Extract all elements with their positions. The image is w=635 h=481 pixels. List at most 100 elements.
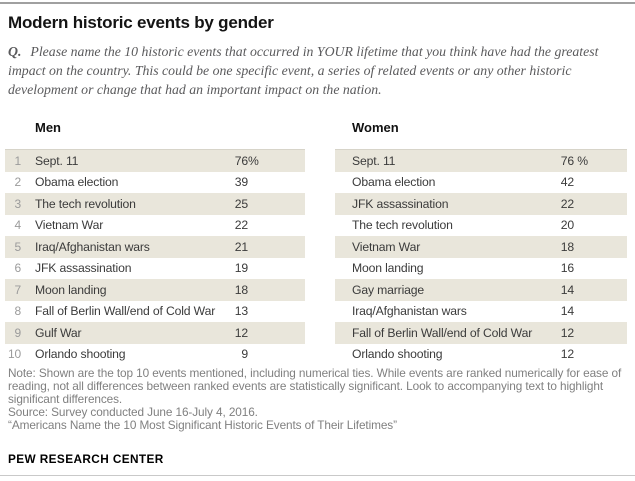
event-cell: JFK assassination: [352, 196, 449, 211]
rank-cell: 8: [14, 304, 21, 319]
event-cell: Moon landing: [35, 282, 107, 297]
value-cell: 12: [558, 347, 627, 361]
value-number: 22: [234, 218, 248, 233]
rank-cell: 10: [7, 347, 21, 362]
value-cell: 21: [232, 240, 305, 254]
percent-suffix: %: [248, 153, 259, 168]
table-row: 4 Vietnam War 22: [5, 215, 305, 237]
page-title: Modern historic events by gender: [8, 13, 274, 32]
rank-cell: 7: [14, 282, 21, 297]
rank-cell: 4: [14, 218, 21, 233]
table-row: 2 Obama election 39: [5, 172, 305, 194]
men-table: 1 Sept. 11 76% 2 Obama election 39 3 The…: [5, 149, 305, 365]
footnotes: Note: Shown are the top 10 events mentio…: [8, 367, 624, 432]
value-cell: 76%: [232, 154, 305, 168]
table-row: 10 Orlando shooting 9: [5, 344, 305, 366]
value-cell: 12: [558, 326, 627, 340]
rank-cell: 9: [14, 325, 21, 340]
citation-text: “Americans Name the 10 Most Significant …: [8, 418, 397, 432]
question-text: Q. Please name the 10 historic events tha…: [8, 42, 630, 99]
table-row: Iraq/Afghanistan wars 14: [335, 301, 627, 323]
event-cell: Vietnam War: [352, 239, 421, 254]
value-cell: 14: [558, 304, 627, 318]
event-cell: Gay marriage: [352, 282, 425, 297]
bottom-rule: [0, 475, 635, 476]
value-number: 42: [560, 175, 574, 190]
question-prefix: Q.: [8, 44, 22, 59]
value-cell: 9: [232, 347, 305, 361]
column-header-men: Men: [35, 120, 61, 135]
pew-research-center-wordmark: PEW RESEARCH CENTER: [8, 452, 164, 466]
value-cell: 14: [558, 283, 627, 297]
value-cell: 39: [232, 175, 305, 189]
table-row: JFK assassination 22: [335, 193, 627, 215]
event-cell: The tech revolution: [352, 218, 453, 233]
rank-cell: 1: [14, 153, 21, 168]
table-row: 3 The tech revolution 25: [5, 193, 305, 215]
event-cell: Iraq/Afghanistan wars: [35, 239, 150, 254]
table-row: Vietnam War 18: [335, 236, 627, 258]
table-row: Obama election 42: [335, 172, 627, 194]
value-number: 21: [234, 239, 248, 254]
table-row: Orlando shooting 12: [335, 344, 627, 366]
value-cell: 16: [558, 261, 627, 275]
table-row: 6 JFK assassination 19: [5, 258, 305, 280]
table-row: The tech revolution 20: [335, 215, 627, 237]
value-number: 76: [560, 153, 574, 168]
event-cell: Sept. 11: [352, 153, 396, 168]
value-number: 19: [234, 261, 248, 276]
value-number: 16: [560, 261, 574, 276]
value-number: 20: [560, 218, 574, 233]
value-number: 12: [234, 325, 248, 340]
value-number: 14: [560, 304, 574, 319]
value-cell: 19: [232, 261, 305, 275]
table-row: 8 Fall of Berlin Wall/end of Cold War 13: [5, 301, 305, 323]
value-cell: 12: [232, 326, 305, 340]
source-text: Source: Survey conducted June 16-July 4,…: [8, 405, 258, 419]
event-cell: Orlando shooting: [352, 347, 443, 362]
value-number: 18: [234, 282, 248, 297]
event-cell: Moon landing: [352, 261, 424, 276]
event-cell: Fall of Berlin Wall/end of Cold War: [352, 325, 533, 340]
event-cell: Gulf War: [35, 325, 82, 340]
table-row: Moon landing 16: [335, 258, 627, 280]
value-number: 18: [560, 239, 574, 254]
women-table: Sept. 11 76 % Obama election 42 JFK assa…: [335, 149, 627, 365]
rank-cell: 6: [14, 261, 21, 276]
table-row: Fall of Berlin Wall/end of Cold War 12: [335, 322, 627, 344]
value-cell: 18: [232, 283, 305, 297]
question-body: Please name the 10 historic events that …: [8, 44, 599, 97]
event-cell: Orlando shooting: [35, 347, 126, 362]
rank-cell: 5: [14, 239, 21, 254]
rank-cell: 3: [14, 196, 21, 211]
table-row: Gay marriage 14: [335, 279, 627, 301]
note-text: Note: Shown are the top 10 events mentio…: [8, 366, 622, 406]
top-rule: [0, 2, 635, 4]
value-cell: 42: [558, 175, 627, 189]
event-cell: Sept. 11: [35, 153, 79, 168]
value-number: 9: [241, 347, 248, 362]
value-cell: 13: [232, 304, 305, 318]
event-cell: Obama election: [352, 175, 436, 190]
value-cell: 25: [232, 197, 305, 211]
table-row: 9 Gulf War 12: [5, 322, 305, 344]
value-number: 25: [234, 196, 248, 211]
event-cell: Vietnam War: [35, 218, 104, 233]
value-number: 12: [560, 325, 574, 340]
table-row: 7 Moon landing 18: [5, 279, 305, 301]
value-cell: 20: [558, 218, 627, 232]
value-number: 14: [560, 282, 574, 297]
value-number: 39: [234, 175, 248, 190]
value-number: 12: [560, 347, 574, 362]
value-number: 22: [560, 196, 574, 211]
value-cell: 22: [558, 197, 627, 211]
event-cell: JFK assassination: [35, 261, 132, 276]
value-number: 13: [234, 304, 248, 319]
event-cell: Fall of Berlin Wall/end of Cold War: [35, 304, 216, 319]
table-row: Sept. 11 76 %: [335, 150, 627, 172]
event-cell: The tech revolution: [35, 196, 136, 211]
table-row: 5 Iraq/Afghanistan wars 21: [5, 236, 305, 258]
value-cell: 22: [232, 218, 305, 232]
value-cell: 76 %: [558, 154, 627, 168]
